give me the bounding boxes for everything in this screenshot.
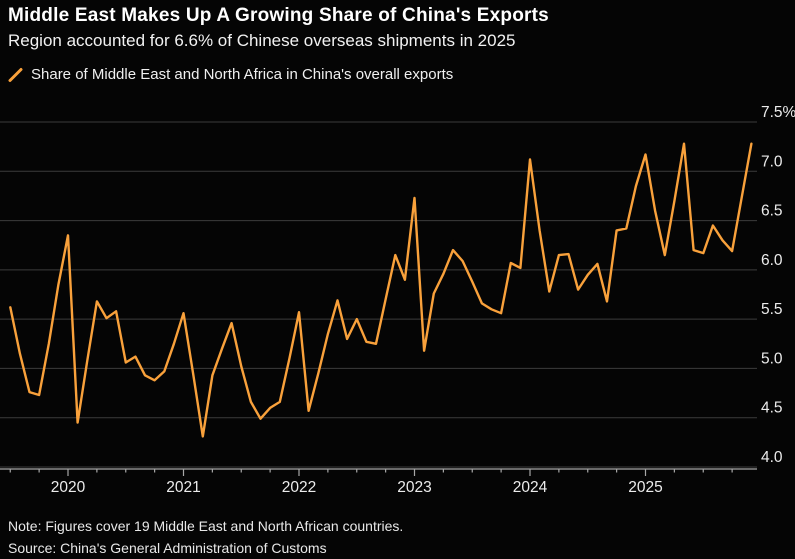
svg-text:2023: 2023 [397, 479, 431, 496]
chart-title: Middle East Makes Up A Growing Share of … [8, 5, 549, 26]
legend-label: Share of Middle East and North Africa in… [31, 66, 454, 83]
svg-text:4.5: 4.5 [761, 400, 783, 417]
y-axis-labels: 7.5% 7.0 6.5 6.0 5.5 5.0 4.5 4.0 [761, 104, 795, 466]
series-line [9, 142, 753, 438]
svg-text:2022: 2022 [282, 479, 316, 496]
svg-text:7.0: 7.0 [761, 153, 783, 170]
legend-slash-icon [8, 67, 23, 82]
note-text: Note: Figures cover 19 Middle East and N… [8, 518, 404, 534]
x-axis-labels: 2020 2021 2022 2023 2024 2025 [51, 479, 663, 496]
chart-subtitle: Region accounted for 6.6% of Chinese ove… [8, 31, 516, 50]
mena-export-share-line [9, 142, 753, 438]
svg-text:4.0: 4.0 [761, 449, 783, 466]
svg-text:5.0: 5.0 [761, 350, 783, 367]
svg-text:6.5: 6.5 [761, 203, 783, 220]
legend: Share of Middle East and North Africa in… [8, 66, 453, 83]
footnotes: Note: Figures cover 19 Middle East and N… [8, 515, 403, 559]
source-text: Source: China's General Administration o… [8, 540, 327, 556]
gridlines [0, 121, 757, 468]
svg-text:2024: 2024 [513, 479, 548, 496]
svg-text:6.0: 6.0 [761, 252, 783, 269]
svg-text:2020: 2020 [51, 479, 86, 496]
x-axis [0, 468, 757, 476]
svg-text:7.5%: 7.5% [761, 104, 795, 121]
svg-text:2021: 2021 [166, 479, 200, 496]
svg-text:5.5: 5.5 [761, 301, 783, 318]
svg-text:2025: 2025 [628, 479, 662, 496]
